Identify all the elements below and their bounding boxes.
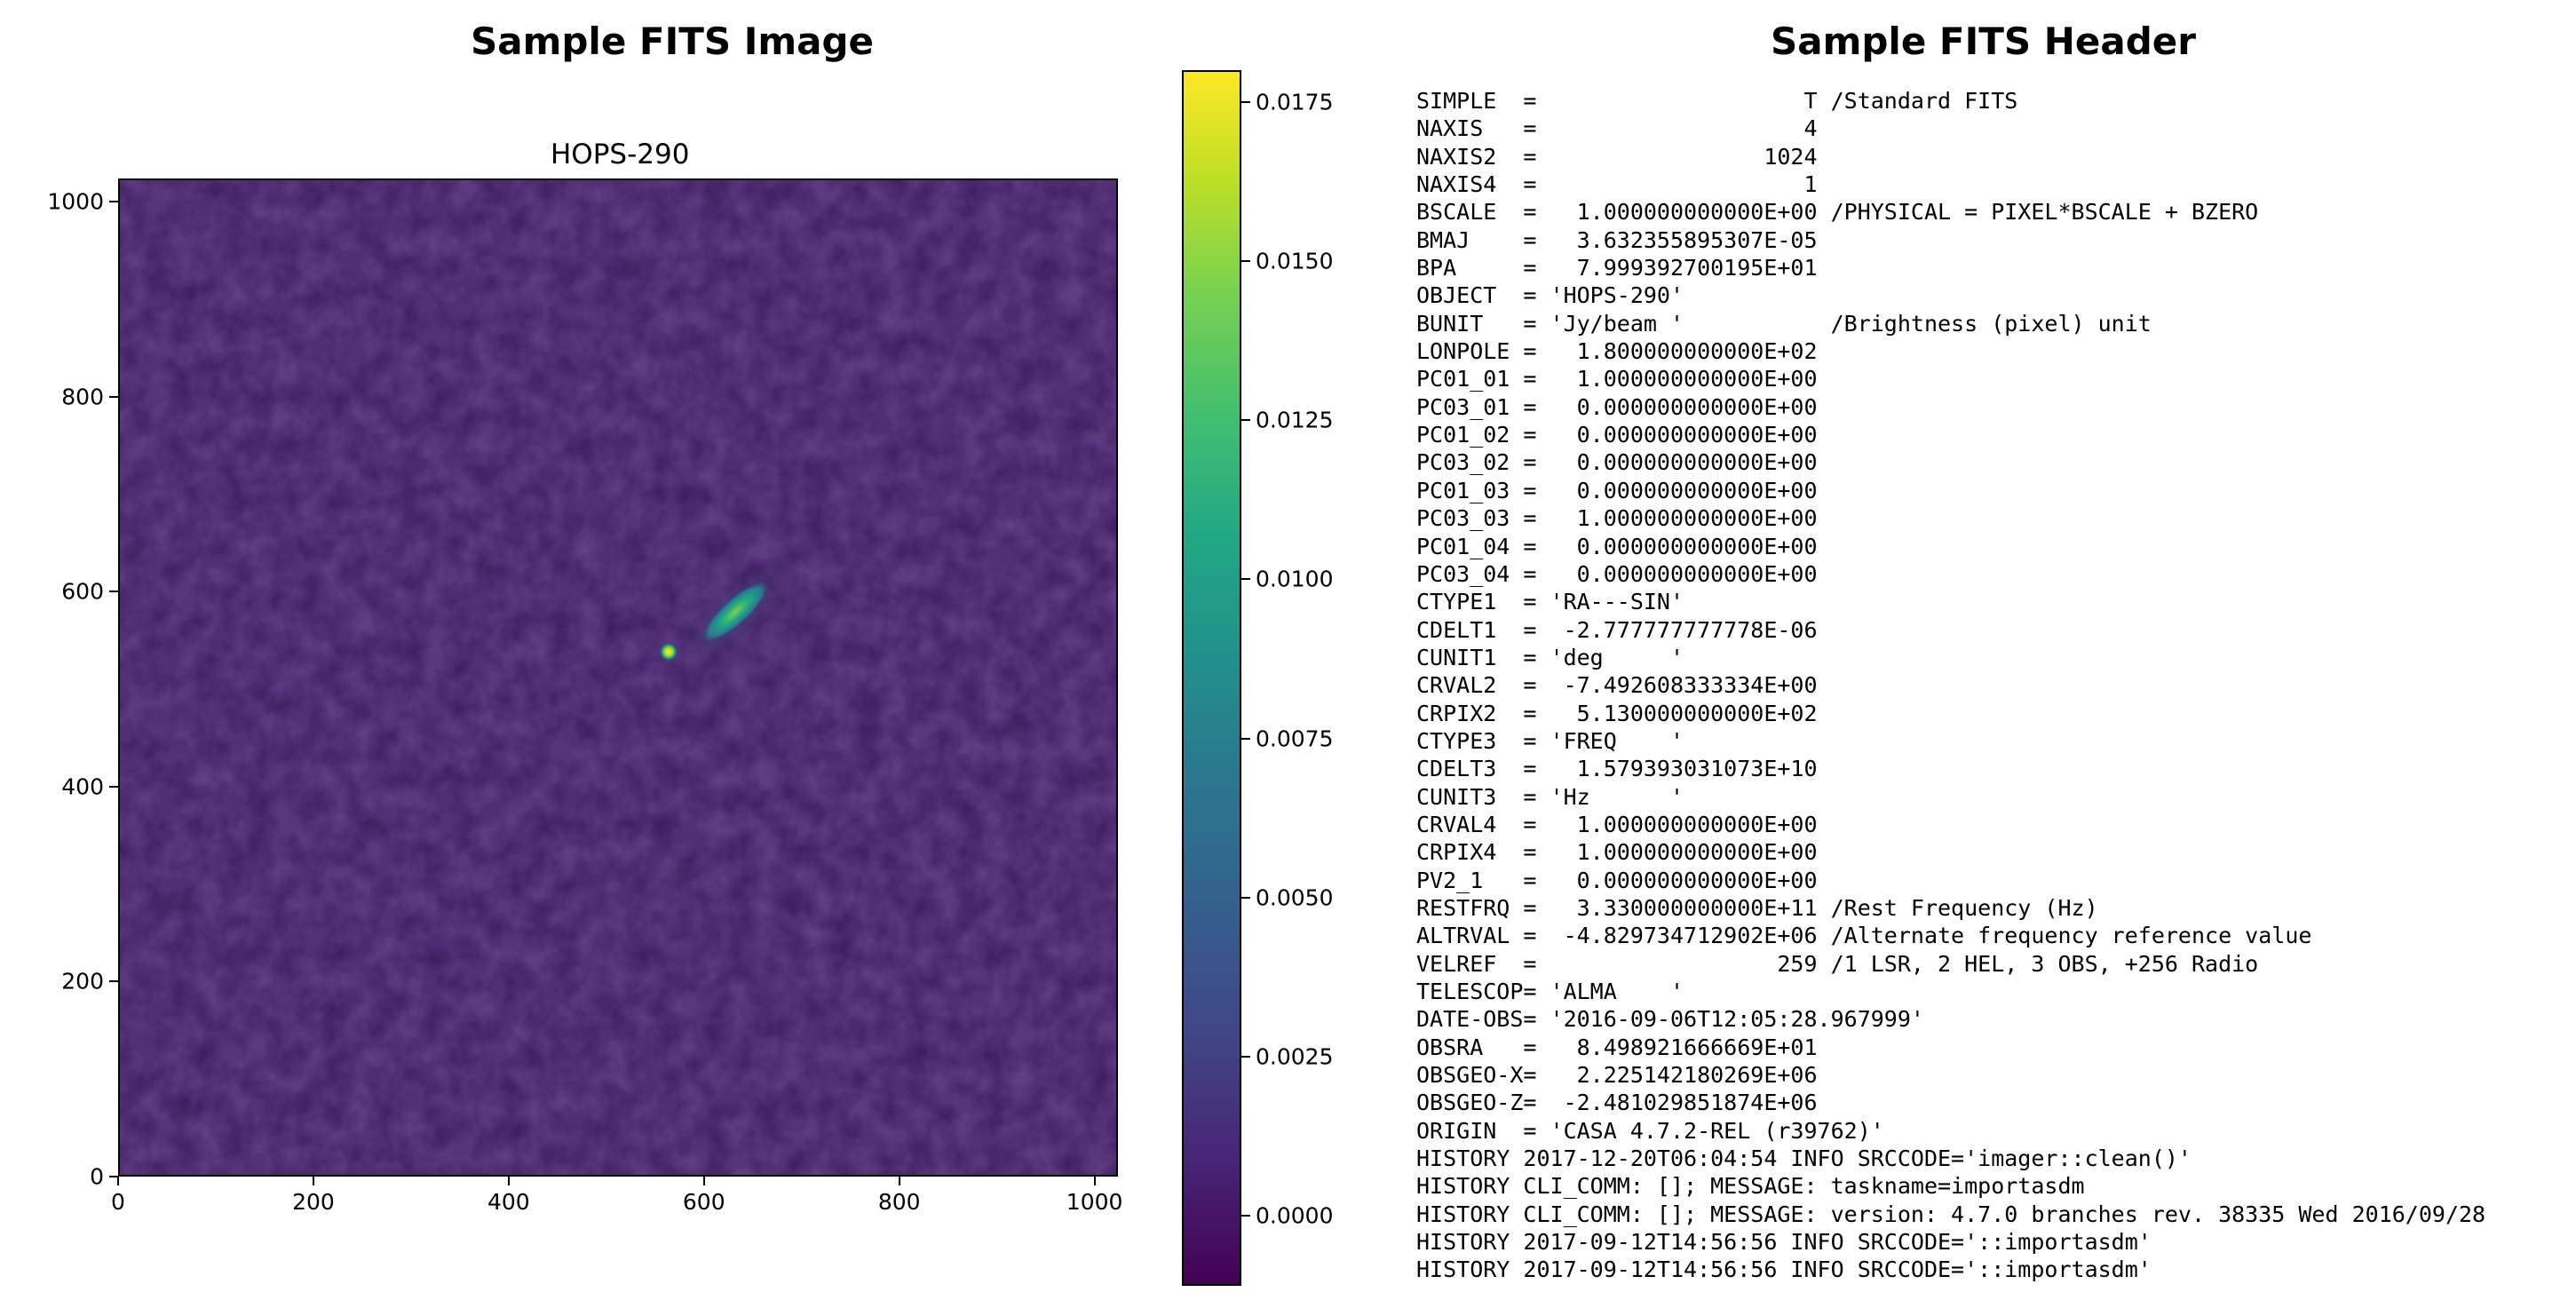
header-line: CDELT1 = -2.777777777778E-06 xyxy=(1416,616,1818,643)
y-tick-label: 200 xyxy=(61,968,104,995)
x-tick-label: 600 xyxy=(682,1189,725,1215)
header-line: BSCALE = 1.000000000000E+00 /PHYSICAL = … xyxy=(1416,199,2259,226)
fits-header-listing: SIMPLE = T /Standard FITS NAXIS = 4 NAXIS2… xyxy=(1416,87,2571,1286)
header-line: CRVAL2 = -7.492608333334E+00 xyxy=(1416,672,1818,699)
colorbar-tick-label: 0.0150 xyxy=(1256,248,1334,274)
header-line: BUNIT = 'Jy/beam ' /Brightness (pixel) u… xyxy=(1416,310,2152,337)
jet-emission xyxy=(699,579,772,645)
x-tick xyxy=(507,1177,510,1185)
y-tick-label: 1000 xyxy=(47,188,104,215)
header-line: VELREF = 259 /1 LSR, 2 HEL, 3 OBS, +256 … xyxy=(1416,950,2259,977)
fits-image-canvas xyxy=(120,180,1116,1175)
plot-title: HOPS-290 xyxy=(551,139,690,170)
header-line: CRVAL4 = 1.000000000000E+00 xyxy=(1416,811,1818,837)
y-tick xyxy=(109,980,118,983)
x-tick xyxy=(898,1177,900,1185)
y-tick-label: 0 xyxy=(90,1163,104,1190)
header-line: HISTORY CLI_COMM: []; MESSAGE: version: … xyxy=(1416,1201,2486,1227)
header-line: PC03_01 = 0.000000000000E+00 xyxy=(1416,393,1818,420)
colorbar-tick xyxy=(1241,1215,1250,1217)
header-line: CTYPE1 = 'RA---SIN' xyxy=(1416,589,1684,615)
header-line: OBSGEO-X= 2.225142180269E+06 xyxy=(1416,1062,1818,1089)
fits-image[interactable] xyxy=(118,178,1118,1177)
colorbar-tick xyxy=(1241,737,1250,740)
header-line: PC01_02 = 0.000000000000E+00 xyxy=(1416,422,1818,448)
header-line: HISTORY 2017-09-12T14:56:56 INFO SRCCODE… xyxy=(1416,1257,2152,1283)
x-tick-label: 1000 xyxy=(1066,1189,1123,1215)
y-tick-label: 800 xyxy=(61,384,104,410)
colorbar-tick xyxy=(1241,100,1250,103)
header-line: NAXIS4 = 1 xyxy=(1416,171,1818,198)
header-line: BPA = 7.999392700195E+01 xyxy=(1416,255,1818,281)
header-line: RESTFRQ = 3.330000000000E+11 /Rest Frequ… xyxy=(1416,894,2098,921)
header-line: NAXIS = 4 xyxy=(1416,115,1818,142)
header-line: CRPIX4 = 1.000000000000E+00 xyxy=(1416,839,1818,866)
header-line: OBJECT = 'HOPS-290' xyxy=(1416,282,1684,309)
y-tick xyxy=(109,785,118,788)
x-tick xyxy=(117,1177,119,1185)
colorbar-tick-label: 0.0075 xyxy=(1256,725,1334,752)
header-line: SIMPLE = T /Standard FITS xyxy=(1416,88,2018,114)
header-line: CTYPE3 = 'FREQ ' xyxy=(1416,727,1684,754)
header-line: PC03_03 = 1.000000000000E+00 xyxy=(1416,505,1818,532)
x-tick-label: 800 xyxy=(877,1189,921,1215)
colorbar-tick-label: 0.0025 xyxy=(1256,1043,1334,1070)
colorbar-tick-label: 0.0100 xyxy=(1256,566,1334,592)
header-line: CRPIX2 = 5.130000000000E+02 xyxy=(1416,700,1818,726)
header-line: NAXIS2 = 1024 xyxy=(1416,143,1818,170)
header-line: PC03_02 = 0.000000000000E+00 xyxy=(1416,449,1818,476)
header-line: HISTORY 2017-12-20T06:04:54 INFO SRCCODE… xyxy=(1416,1146,2192,1172)
colorbar-tick xyxy=(1241,578,1250,581)
header-line: PC03_04 = 0.000000000000E+00 xyxy=(1416,560,1818,587)
header-line: HISTORY 2017-09-12T14:56:56 INFO SRCCODE… xyxy=(1416,1229,2152,1256)
x-tick xyxy=(312,1177,314,1185)
header-panel-title: Sample FITS Header xyxy=(1771,20,2197,63)
header-line: ALTRVAL = -4.829734712902E+06 /Alternate… xyxy=(1416,923,2312,949)
colorbar-tick xyxy=(1241,419,1250,422)
header-line: OBSRA = 8.498921666669E+01 xyxy=(1416,1034,1818,1060)
colorbar xyxy=(1182,70,1241,1286)
header-line: OBSGEO-Z= -2.481029851874E+06 xyxy=(1416,1090,1818,1116)
header-line: HISTORY CLI_COMM: []; MESSAGE: taskname=… xyxy=(1416,1173,2085,1200)
header-line: PV2_1 = 0.000000000000E+00 xyxy=(1416,867,1818,893)
header-line: LONPOLE = 1.800000000000E+02 xyxy=(1416,338,1818,365)
x-tick-label: 0 xyxy=(111,1189,125,1215)
header-line: ORIGIN = 'CASA 4.7.2-REL (r39762)' xyxy=(1416,1117,1884,1144)
header-line: TELESCOP= 'ALMA ' xyxy=(1416,979,1684,1004)
y-tick xyxy=(109,1176,118,1177)
header-line: PC01_01 = 1.000000000000E+00 xyxy=(1416,366,1818,392)
colorbar-tick xyxy=(1241,260,1250,263)
compact-source xyxy=(659,642,678,662)
background-noise xyxy=(120,180,1116,1175)
x-tick xyxy=(702,1177,705,1185)
colorbar-tick-label: 0.0000 xyxy=(1256,1202,1334,1229)
colorbar-tick xyxy=(1241,896,1250,899)
x-tick xyxy=(1093,1177,1096,1185)
y-tick xyxy=(109,591,118,593)
x-tick-label: 400 xyxy=(487,1189,530,1215)
header-line: PC01_03 = 0.000000000000E+00 xyxy=(1416,477,1818,503)
colorbar-tick-label: 0.0125 xyxy=(1256,407,1334,433)
y-tick-label: 600 xyxy=(61,578,104,605)
y-tick xyxy=(109,395,118,398)
header-line: CDELT3 = 1.579393031073E+10 xyxy=(1416,756,1818,782)
colorbar-tick-label: 0.0050 xyxy=(1256,884,1334,911)
y-tick-label: 400 xyxy=(61,773,104,800)
header-line: DATE-OBS= '2016-09-06T12:05:28.967999' xyxy=(1416,1006,1924,1033)
colorbar-tick xyxy=(1241,1055,1250,1058)
y-tick xyxy=(109,201,118,203)
colorbar-tick-label: 0.0175 xyxy=(1256,89,1334,115)
header-line: BMAJ = 3.632355895307E-05 xyxy=(1416,226,1818,253)
header-line: CUNIT1 = 'deg ' xyxy=(1416,644,1684,670)
header-line: PC01_04 = 0.000000000000E+00 xyxy=(1416,533,1818,559)
header-line: CUNIT3 = 'Hz ' xyxy=(1416,783,1684,810)
image-panel-title: Sample FITS Image xyxy=(471,20,875,63)
x-tick-label: 200 xyxy=(292,1189,335,1215)
